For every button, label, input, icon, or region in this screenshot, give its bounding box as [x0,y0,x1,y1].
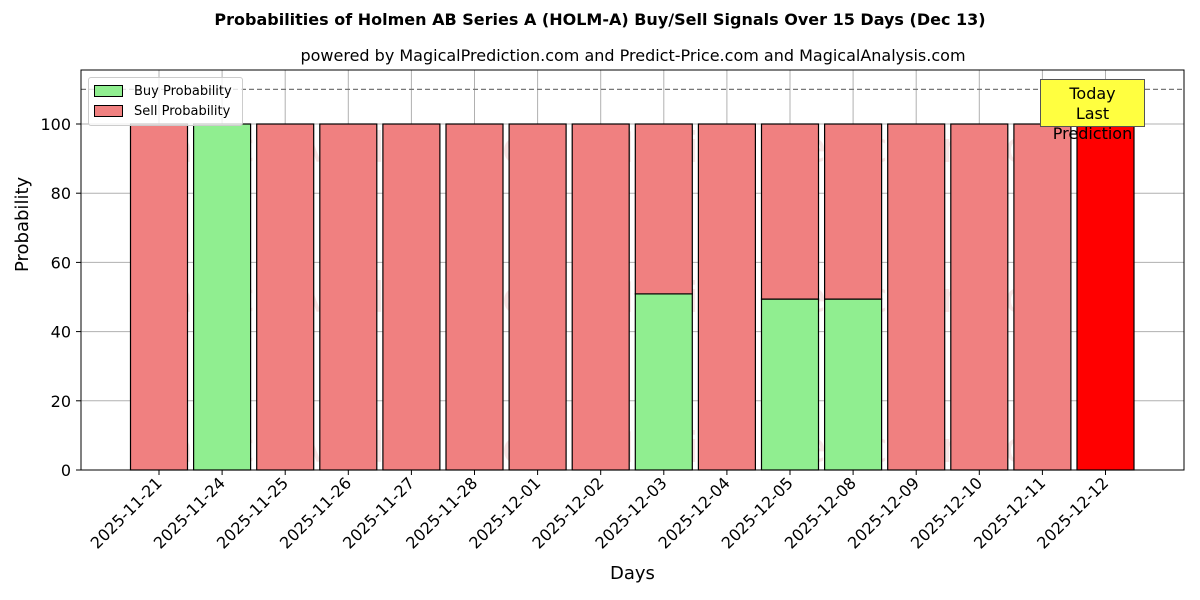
bar-buy [823,298,883,471]
bar-buy [193,123,252,471]
today-annotation: Today Last Prediction [1040,79,1145,143]
y-tick-label: 80 [51,184,71,203]
buy-swatch [94,85,123,97]
legend: Buy Probability Sell Probability [88,77,243,126]
legend-item-buy: Buy Probability [94,83,232,99]
bar-sell [697,123,757,471]
bar-sell [256,123,315,471]
sell-swatch [94,105,123,117]
bar-sell [760,123,820,300]
today-annotation-line2: Last Prediction [1052,104,1133,143]
y-tick-label: 0 [61,461,71,480]
bar-sell [445,123,504,471]
bar-sell [571,123,630,471]
y-tick-label: 60 [51,253,71,272]
y-tick-label: 100 [40,115,71,134]
y-tick-label: 40 [51,323,71,342]
chart-subtitle: powered by MagicalPrediction.com and Pre… [300,46,966,65]
bar-sell [129,123,189,471]
plot-frame [80,69,1185,471]
bar-sell [634,123,693,295]
bar-buy [634,293,693,471]
bar-sell [1076,123,1135,471]
bar-sell [823,123,883,300]
bar-sell [508,123,567,471]
bar-sell [382,123,441,471]
y-tick-label: 20 [51,392,71,411]
legend-item-sell: Sell Probability [94,103,230,119]
x-axis-label: Days [610,563,655,584]
y-axis-label: Probability [12,176,33,272]
chart-title: Probabilities of Holmen AB Series A (HOL… [214,10,986,29]
legend-sell-label: Sell Probability [134,103,231,119]
legend-buy-label: Buy Probability [134,83,232,99]
bar-sell [887,123,946,471]
bar-sell [950,123,1009,471]
today-annotation-line1: Today [1069,84,1116,103]
bar-sell [319,123,378,471]
bar-buy [760,298,820,471]
bar-sell [1013,123,1072,471]
